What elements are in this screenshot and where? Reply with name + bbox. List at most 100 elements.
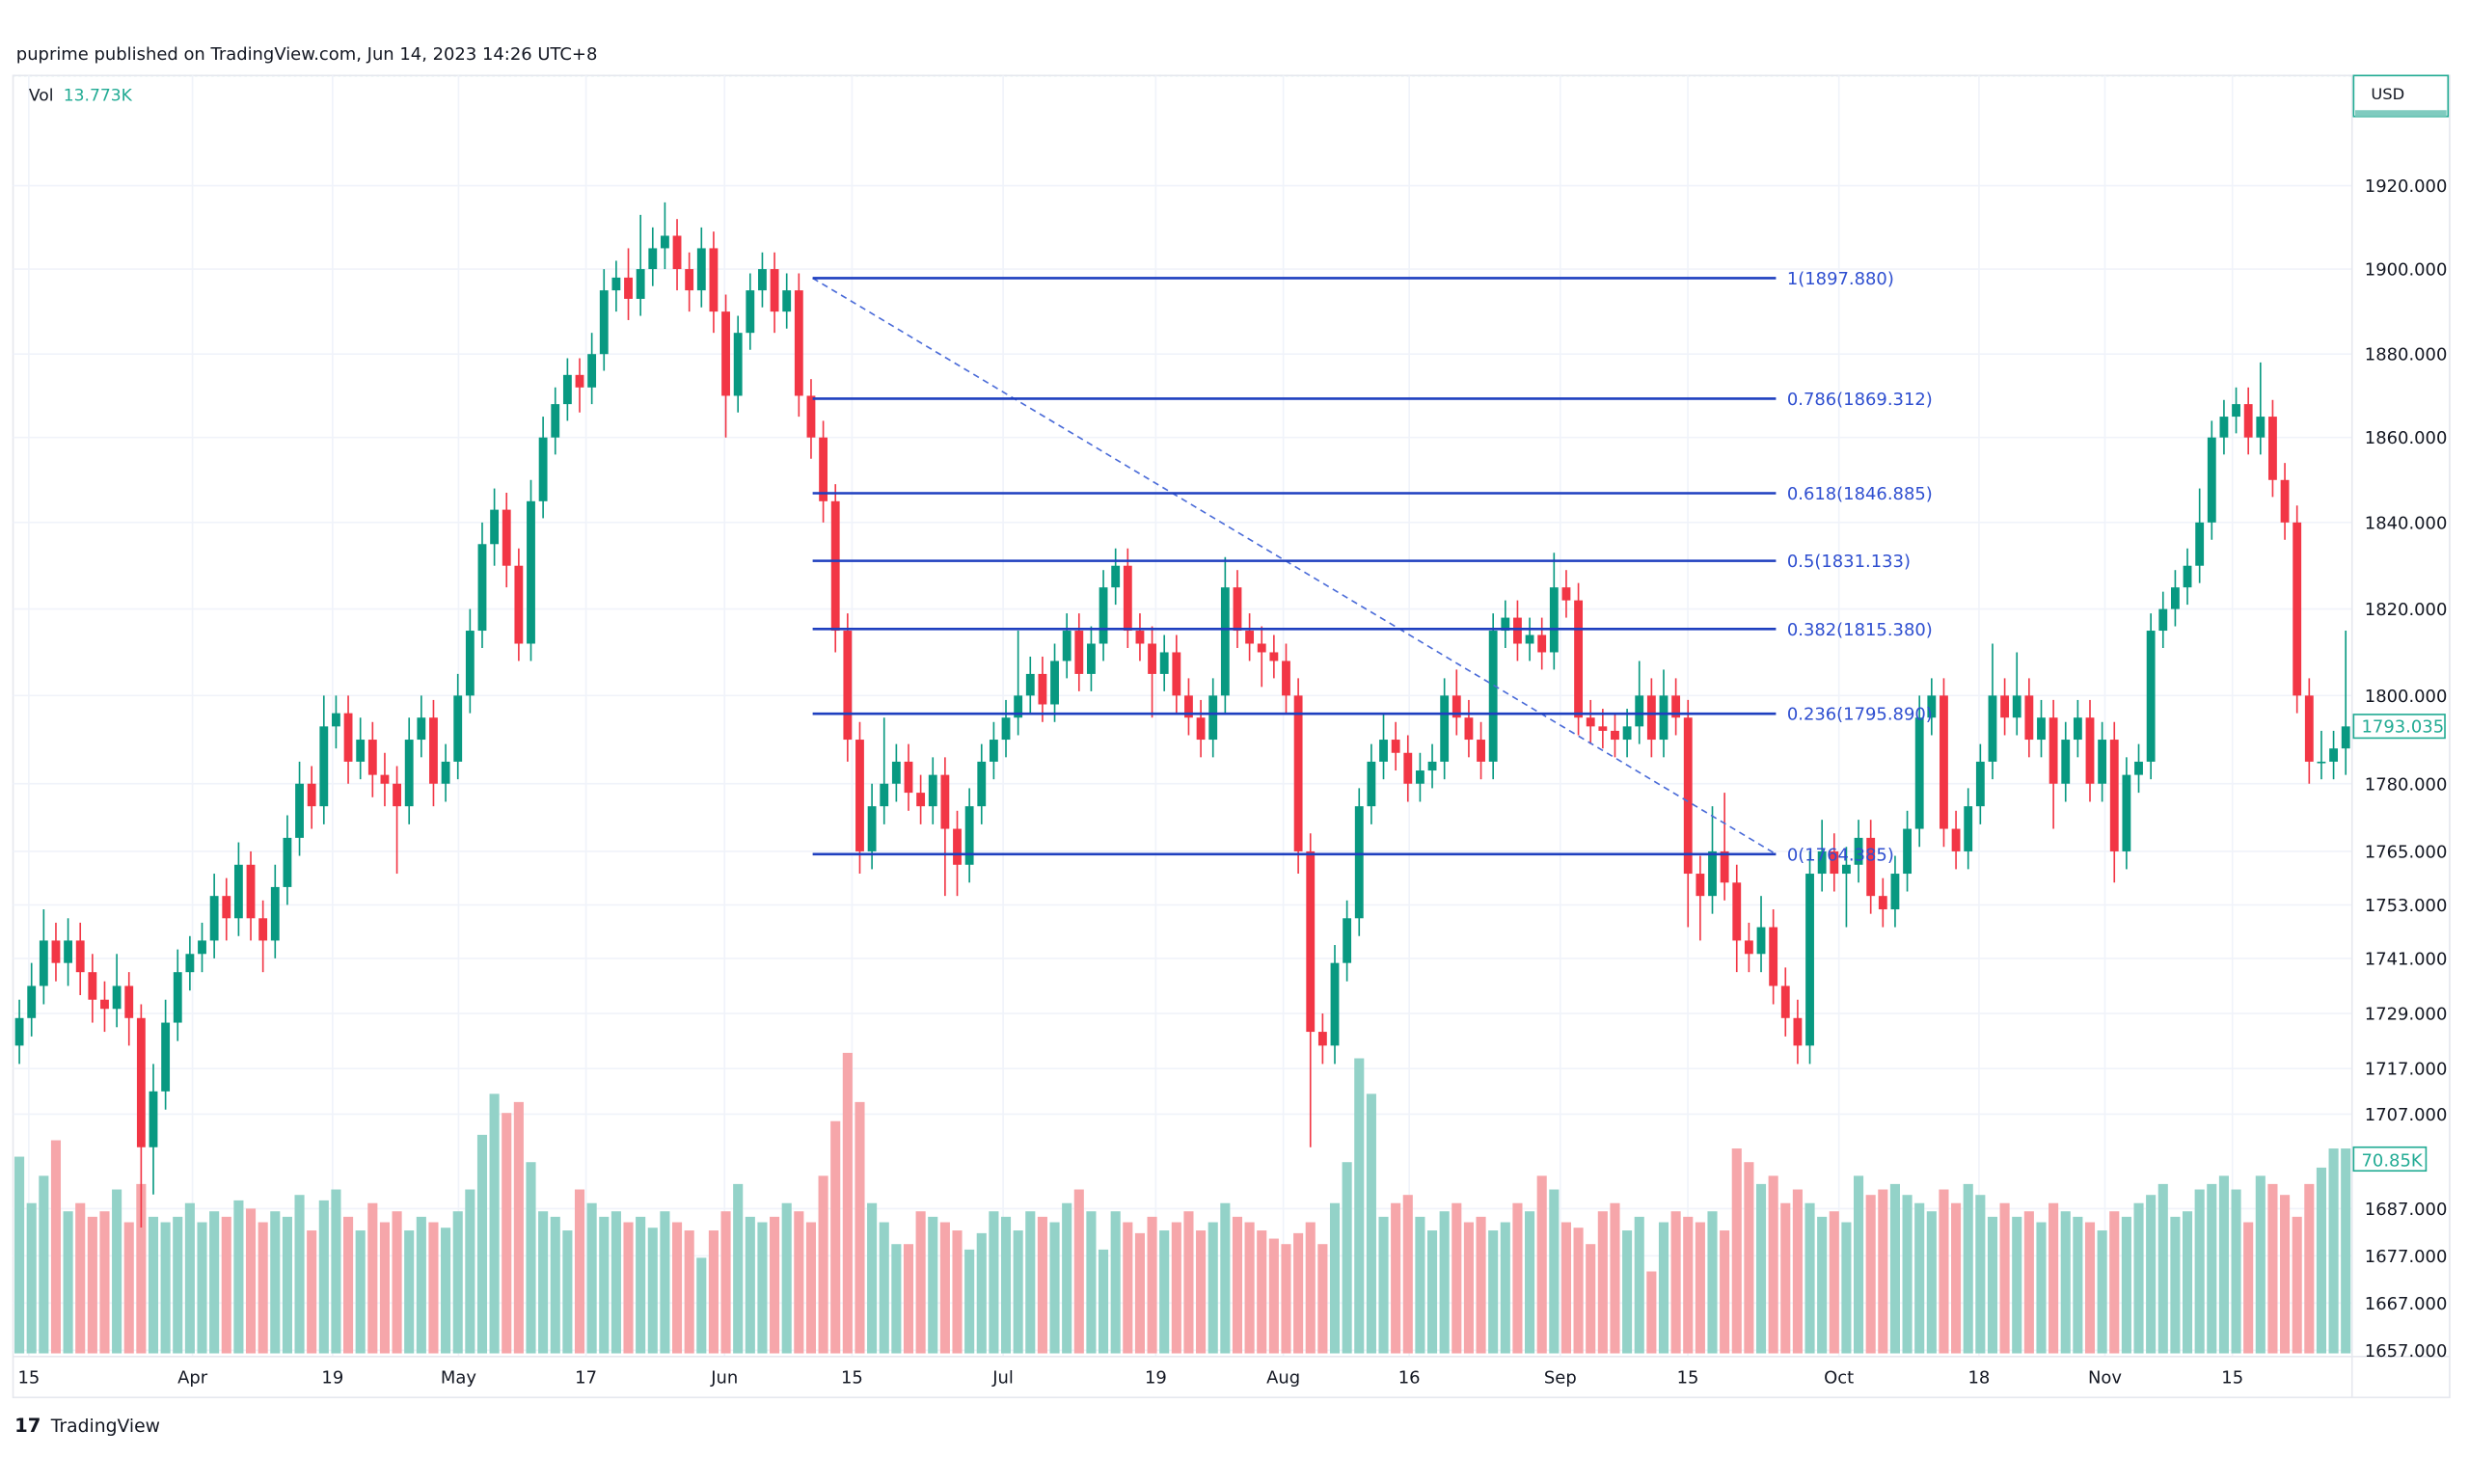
price-tick-label: 1657.000 <box>2365 1341 2448 1362</box>
volume-bar <box>1853 1175 1864 1354</box>
chart-frame <box>12 74 2451 1399</box>
volume-bar <box>1147 1216 1157 1354</box>
candle-body <box>319 726 329 807</box>
volume-bar <box>526 1162 536 1354</box>
price-axis[interactable]: 1920.000 1900.000 1880.000 1860.000 1840.000… <box>2365 176 2448 1362</box>
volume-bar <box>1183 1211 1194 1354</box>
volume-bar <box>416 1216 426 1354</box>
volume-bar <box>1914 1202 1925 1354</box>
candle-body <box>332 713 340 727</box>
candle-body <box>2256 417 2266 438</box>
volume-bar <box>879 1222 889 1354</box>
volume-bar <box>1439 1211 1450 1354</box>
volume-bar <box>550 1216 560 1354</box>
currency-underline <box>2355 110 2447 117</box>
volume-bar <box>1329 1202 1341 1354</box>
volume-bar <box>379 1222 390 1354</box>
candle-body <box>1671 695 1681 718</box>
volume-bar <box>733 1183 744 1354</box>
candle-body <box>2280 479 2290 523</box>
candle-body <box>989 740 998 762</box>
volume-bar <box>1768 1175 1778 1354</box>
volume-legend-label: Vol <box>29 86 54 105</box>
time-tick-label: 15 <box>17 1368 40 1389</box>
volume-bar <box>2218 1175 2229 1354</box>
candle-body <box>672 235 682 270</box>
volume-bar <box>1159 1230 1170 1354</box>
volume-bar <box>1670 1211 1681 1354</box>
volume-bar <box>1171 1222 1181 1354</box>
volume-bar <box>233 1200 244 1354</box>
volume-bar <box>2048 1202 2059 1354</box>
volume-bar <box>1099 1249 1109 1354</box>
volume-bar <box>1622 1230 1633 1354</box>
candle-body <box>270 886 280 941</box>
volume-bar <box>1878 1189 1888 1354</box>
volume-bar <box>136 1183 147 1354</box>
candle-body <box>112 985 122 1010</box>
candle-body <box>1622 726 1632 741</box>
volume-bar <box>1452 1202 1462 1354</box>
candle-body <box>1805 874 1814 1046</box>
volume-bar <box>1062 1202 1072 1354</box>
candle-body <box>1683 717 1693 875</box>
candle-body <box>2183 565 2192 588</box>
tradingview-brand: TradingView <box>50 1417 160 1437</box>
volume-bar <box>318 1200 329 1354</box>
candle-body <box>2158 608 2168 632</box>
volume-bar <box>903 1244 914 1354</box>
tradingview-logo[interactable]: 17 TradingView <box>14 1415 160 1437</box>
volume-bar <box>1293 1232 1304 1354</box>
volume-bar <box>2170 1216 2181 1354</box>
currency-label: USD <box>2371 85 2404 103</box>
candle-body <box>940 774 950 829</box>
candle-body <box>2012 695 2021 718</box>
time-tick-label: May <box>441 1368 476 1389</box>
time-tick-label: Jun <box>710 1368 738 1389</box>
candle-body <box>1306 850 1316 1033</box>
candle-body <box>222 896 231 919</box>
candle-body <box>2268 417 2277 480</box>
fibonacci-retracement[interactable]: 1(1897.880) 0.786(1869.312) 0.618(1846.885… <box>812 269 1933 865</box>
price-tick-label: 1800.000 <box>2365 687 2448 707</box>
candle-body <box>1611 730 1619 741</box>
candle-body <box>2085 717 2095 784</box>
volume-bar <box>1975 1195 1986 1354</box>
price-tick-label: 1729.000 <box>2365 1005 2448 1025</box>
candle-body <box>1769 927 1778 986</box>
volume-bar <box>1720 1230 1730 1354</box>
volume-bar <box>123 1222 134 1354</box>
price-tick-label: 1920.000 <box>2365 176 2448 197</box>
candle-body <box>1233 587 1242 632</box>
volume-bar <box>1646 1271 1657 1354</box>
volume-bar <box>684 1230 694 1354</box>
volume-bar <box>794 1211 804 1354</box>
volume-bar <box>757 1222 768 1354</box>
volume-bar <box>1683 1216 1694 1354</box>
volume-bar <box>1025 1211 1036 1354</box>
candle-body <box>393 783 401 807</box>
candle-body <box>1488 631 1498 762</box>
volume-bar <box>14 1156 25 1354</box>
volume-bar <box>2157 1183 2168 1354</box>
candle-body <box>1817 850 1827 875</box>
volume-bar <box>1013 1230 1023 1354</box>
price-tick-label: 1860.000 <box>2365 428 2448 448</box>
candle-body <box>782 290 792 312</box>
candle-body <box>551 404 560 438</box>
volume-bar <box>1196 1230 1207 1354</box>
candle-body <box>1537 634 1547 653</box>
volume-bar <box>2267 1183 2278 1354</box>
volume-bar <box>307 1230 317 1354</box>
volume-bar <box>636 1216 646 1354</box>
volume-bar <box>502 1113 512 1354</box>
volume-bar <box>671 1222 683 1354</box>
candle-body <box>1793 1017 1803 1046</box>
candle-body <box>1635 695 1644 727</box>
candle-body <box>1830 850 1839 875</box>
volume-bar <box>1792 1189 1803 1354</box>
time-axis[interactable]: 15 Apr 19 May 17 Jun 15 Jul 19 Aug 16 Sep 15 Oct 18 Nov… <box>17 1368 2243 1389</box>
candle-body <box>538 437 548 501</box>
volume-bar <box>939 1222 950 1354</box>
